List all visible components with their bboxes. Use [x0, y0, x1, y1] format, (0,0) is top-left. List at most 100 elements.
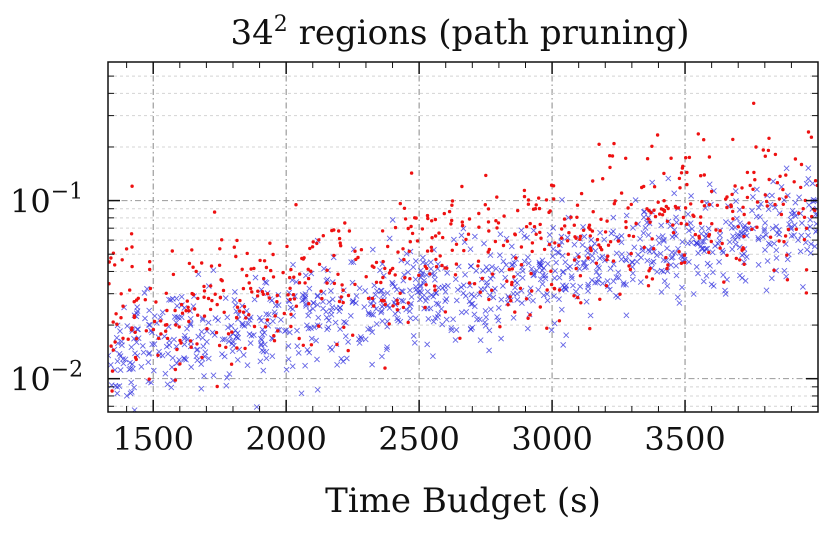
data-point-red — [202, 295, 206, 299]
data-point-red — [677, 250, 681, 254]
data-point-blue — [222, 295, 229, 302]
data-point-red — [443, 310, 448, 314]
data-point-red — [332, 253, 336, 258]
data-point-blue — [792, 213, 799, 220]
data-point-blue — [194, 357, 201, 364]
data-point-blue — [650, 258, 657, 265]
data-point-blue — [167, 296, 174, 303]
data-point-red — [627, 233, 631, 238]
data-point-blue — [386, 235, 393, 242]
data-point-blue — [416, 296, 423, 303]
data-point-blue — [417, 267, 424, 274]
data-point-blue — [669, 234, 676, 240]
data-point-red — [493, 239, 498, 244]
data-point-blue — [761, 226, 768, 232]
data-point-red — [128, 288, 132, 292]
data-point-blue — [308, 325, 314, 332]
data-point-blue — [122, 356, 129, 363]
data-point-blue — [356, 285, 363, 292]
data-point-red — [644, 275, 649, 279]
data-point-blue — [126, 366, 133, 373]
data-point-blue — [221, 336, 228, 343]
data-point-red — [773, 152, 778, 157]
data-point-blue — [660, 236, 667, 243]
data-point-blue — [489, 263, 495, 270]
chart-title-base: 34 — [231, 13, 274, 53]
data-point-red — [340, 283, 344, 287]
data-point-red — [120, 258, 124, 262]
data-point-red — [442, 211, 446, 216]
data-point-red — [610, 154, 615, 158]
data-point-red — [766, 148, 771, 153]
data-point-red — [604, 284, 609, 288]
data-point-blue — [303, 300, 309, 307]
data-point-blue — [805, 175, 812, 182]
data-point-blue — [524, 254, 531, 261]
data-point-red — [538, 230, 542, 235]
data-point-blue — [556, 296, 562, 303]
data-point-blue — [700, 278, 707, 285]
data-point-red — [256, 289, 260, 293]
data-point-blue — [308, 335, 315, 342]
data-point-red — [132, 315, 137, 320]
data-point-blue — [150, 367, 157, 374]
data-point-blue — [630, 224, 636, 231]
data-point-blue — [524, 325, 531, 332]
data-point-red — [187, 261, 192, 266]
data-point-blue — [260, 348, 267, 355]
data-point-red — [508, 295, 512, 299]
data-point-red — [170, 249, 174, 253]
data-point-blue — [798, 232, 805, 239]
data-point-red — [403, 217, 408, 221]
data-point-blue — [128, 344, 135, 351]
data-point-red — [415, 239, 420, 243]
data-point-red — [336, 272, 340, 276]
data-point-blue — [210, 267, 217, 274]
data-point-blue — [757, 214, 764, 220]
data-point-red — [226, 332, 231, 336]
data-point-blue — [755, 261, 762, 268]
data-point-red — [426, 216, 430, 221]
data-point-blue — [428, 292, 435, 299]
data-point-red — [339, 244, 343, 248]
data-point-red — [286, 293, 290, 297]
data-point-blue — [620, 280, 627, 286]
data-point-blue — [736, 272, 743, 279]
data-point-red — [130, 245, 134, 249]
data-point-red — [591, 179, 595, 183]
data-point-red — [460, 220, 464, 224]
data-point-red — [573, 235, 577, 239]
data-point-red — [212, 210, 217, 214]
data-point-red — [317, 324, 321, 328]
data-point-red — [588, 227, 592, 231]
data-point-blue — [589, 258, 596, 265]
data-point-blue — [663, 257, 670, 264]
data-point-red — [171, 272, 176, 277]
data-point-red — [156, 336, 161, 341]
data-point-red — [665, 266, 669, 271]
data-point-red — [213, 292, 217, 296]
data-point-red — [513, 232, 517, 236]
data-point-red — [187, 309, 191, 313]
data-point-blue — [768, 275, 775, 282]
data-point-red — [714, 228, 718, 232]
data-point-red — [529, 271, 533, 276]
data-point-red — [648, 220, 652, 224]
data-point-red — [505, 239, 510, 243]
data-point-red — [379, 280, 383, 285]
data-point-red — [768, 235, 773, 239]
data-point-red — [185, 299, 189, 303]
data-point-red — [755, 225, 759, 229]
data-point-red — [720, 241, 724, 246]
data-point-red — [781, 187, 785, 192]
data-point-blue — [490, 294, 497, 301]
data-point-red — [510, 267, 514, 271]
data-point-blue — [411, 339, 418, 346]
data-point-red — [265, 292, 270, 296]
data-point-red — [648, 266, 652, 271]
data-point-red — [206, 296, 211, 301]
data-point-blue — [128, 379, 135, 386]
data-point-red — [315, 241, 319, 246]
data-point-red — [597, 142, 601, 146]
data-point-red — [650, 144, 654, 148]
